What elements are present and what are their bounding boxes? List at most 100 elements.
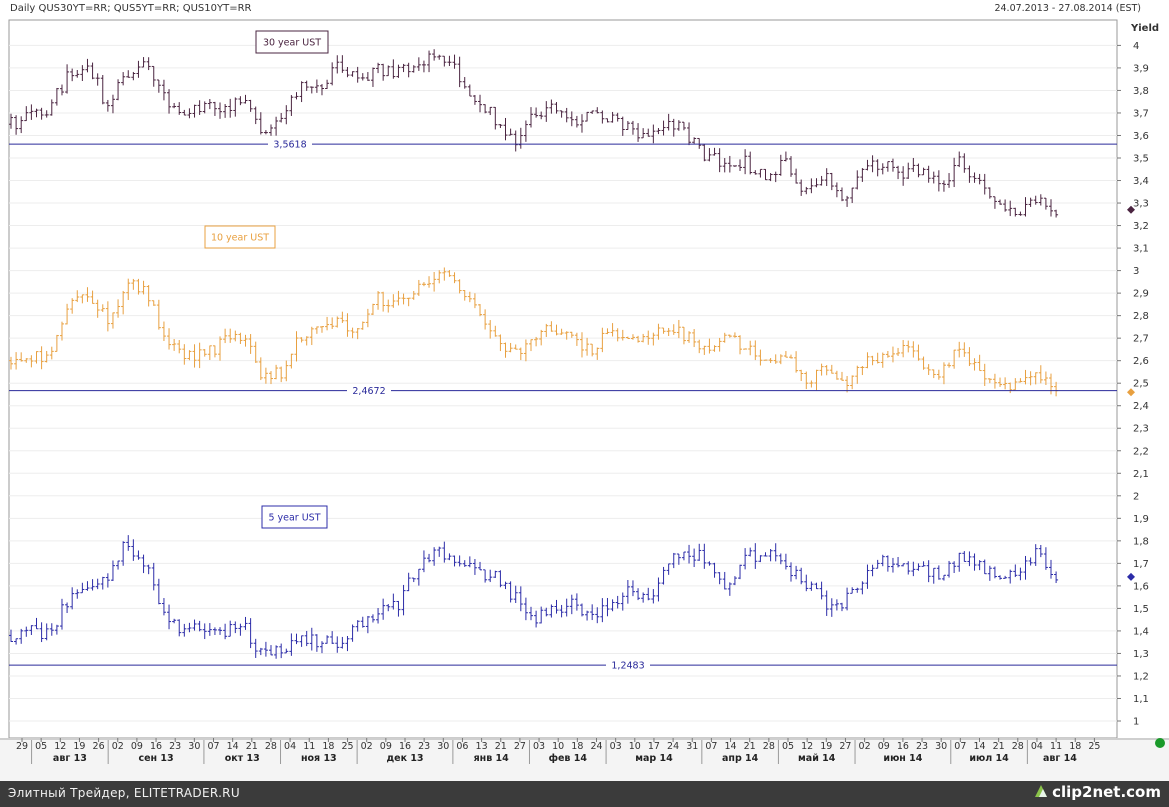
- y-tick-label: 2,1: [1133, 469, 1149, 480]
- x-day-label: 21: [744, 741, 756, 752]
- clip2net-logo[interactable]: clip2net.com: [1033, 783, 1161, 801]
- series-us5: [9, 535, 1059, 659]
- x-day-label: 30: [437, 741, 449, 752]
- x-day-label: 25: [342, 741, 354, 752]
- x-day-label: 27: [514, 741, 526, 752]
- y-tick-label: 3,8: [1133, 86, 1149, 97]
- x-day-label: 23: [169, 741, 181, 752]
- x-day-label: 04: [1031, 741, 1043, 752]
- x-day-label: 07: [705, 741, 717, 752]
- y-tick-label: 2,2: [1133, 446, 1149, 457]
- y-tick-label: 1,1: [1133, 694, 1149, 705]
- x-month-label: апр 14: [722, 753, 759, 764]
- y-tick-label: 1,2: [1133, 671, 1149, 682]
- chart-title: Daily QUS30YT=RR; QUS5YT=RR; QUS10YT=RR: [10, 3, 252, 14]
- x-day-label: 09: [380, 741, 392, 752]
- x-axis-divider: [0, 738, 1169, 740]
- y-tick-label: 3,9: [1133, 63, 1149, 74]
- x-day-label: 14: [227, 741, 239, 752]
- y-tick-label: 1,7: [1133, 559, 1149, 570]
- x-day-label: 27: [839, 741, 851, 752]
- y-tick-label: 3: [1133, 266, 1139, 277]
- series-us30: [9, 49, 1059, 218]
- series-label: 10 year UST: [211, 233, 269, 244]
- x-day-label: 13: [476, 741, 488, 752]
- x-day-label: 04: [284, 741, 296, 752]
- x-month-label: июл 14: [969, 753, 1009, 764]
- x-month-label: янв 14: [474, 753, 510, 764]
- x-day-label: 02: [112, 741, 124, 752]
- x-day-label: 25: [1088, 741, 1100, 752]
- last-value-marker-icon: [1127, 388, 1135, 397]
- series-label-box: [255, 30, 329, 54]
- grid-layer: [9, 44, 1117, 722]
- y-tick-label: 2,5: [1133, 379, 1149, 390]
- chart-canvas: 3,5618 30 year UST 2,4672 10 year UST 1,2483…: [0, 19, 1169, 781]
- x-day-label: 02: [361, 741, 373, 752]
- y-tick-label: 1,3: [1133, 649, 1149, 660]
- x-day-label: 17: [648, 741, 660, 752]
- y-tick-label: 2,9: [1133, 289, 1149, 300]
- y-tick-label: 2: [1133, 491, 1139, 502]
- x-day-label: 26: [93, 741, 105, 752]
- date-range: 24.07.2013 - 27.08.2014 (EST): [994, 3, 1141, 14]
- series-label-box: [261, 505, 328, 529]
- x-day-label: 10: [629, 741, 641, 752]
- clip2net-icon: [1035, 785, 1048, 797]
- y-tick-label: 1,5: [1133, 604, 1149, 615]
- y-tick-label: 1,9: [1133, 514, 1149, 525]
- x-day-label: 21: [246, 741, 258, 752]
- x-day-label: 14: [973, 741, 985, 752]
- y-tick-label: 3,1: [1133, 244, 1149, 255]
- x-day-label: 23: [418, 741, 430, 752]
- level-label: 2,4672: [352, 386, 385, 397]
- plot-area: [8, 19, 1118, 739]
- x-day-label: 03: [610, 741, 622, 752]
- x-day-label: 29: [16, 741, 28, 752]
- x-month-label: июн 14: [883, 753, 922, 764]
- y-tick-label: 2,7: [1133, 334, 1149, 345]
- series-label-box: [204, 225, 276, 249]
- x-day-label: 28: [1012, 741, 1024, 752]
- bars-layer: [9, 49, 1059, 659]
- y-tick-label: 3,6: [1133, 131, 1149, 142]
- x-day-label: 02: [859, 741, 871, 752]
- y-tick-label: 2,8: [1133, 311, 1149, 322]
- x-day-label: 18: [322, 741, 334, 752]
- x-day-label: 09: [131, 741, 143, 752]
- x-day-label: 06: [456, 741, 468, 752]
- y-tick-label: 1,8: [1133, 536, 1149, 547]
- x-day-label: 28: [265, 741, 277, 752]
- status-indicator-icon: [1155, 738, 1165, 748]
- y-axis-title: Yield: [1130, 23, 1159, 34]
- x-month-label: мар 14: [635, 753, 673, 764]
- x-day-label: 05: [782, 741, 794, 752]
- x-axis: 29 05 12 19 26 02 09 16 23 30 07 14 21 28 04 11 18 25 02 09…: [16, 738, 1100, 764]
- x-day-label: 21: [993, 741, 1005, 752]
- x-month-label: сен 13: [138, 753, 173, 764]
- x-day-label: 19: [820, 741, 832, 752]
- y-tick-label: 1,6: [1133, 581, 1149, 592]
- clip2net-text: clip2net.com: [1052, 783, 1161, 801]
- y-tick-label: 1,4: [1133, 626, 1149, 637]
- x-day-label: 07: [207, 741, 219, 752]
- series-label: 30 year UST: [263, 38, 321, 49]
- overlay-layer: 3,5618 30 year UST 2,4672 10 year UST 1,2483…: [9, 30, 1135, 672]
- y-axis: 1 1,1 1,2 1,3 1,4 1,5 1,6 1,7 1,8 1,9 2 2,1 2,2 2,3 2,…: [1117, 23, 1159, 728]
- y-tick-label: 1: [1133, 717, 1139, 728]
- level-label-bg: [268, 138, 312, 151]
- x-day-label: 23: [916, 741, 928, 752]
- x-day-label: 12: [801, 741, 813, 752]
- x-day-label: 30: [935, 741, 947, 752]
- footer-bar: Элитный Трейдер, ELITETRADER.RU clip2net…: [0, 781, 1169, 807]
- y-tick-label: 3,2: [1133, 221, 1149, 232]
- x-day-label: 24: [590, 741, 602, 752]
- y-tick-label: 3,3: [1133, 199, 1149, 210]
- x-day-label: 16: [150, 741, 162, 752]
- x-day-label: 07: [954, 741, 966, 752]
- x-month-label: ноя 13: [301, 753, 337, 764]
- x-month-label: фев 14: [549, 753, 588, 764]
- x-day-label: 11: [303, 741, 315, 752]
- x-month-label: дек 13: [386, 753, 423, 764]
